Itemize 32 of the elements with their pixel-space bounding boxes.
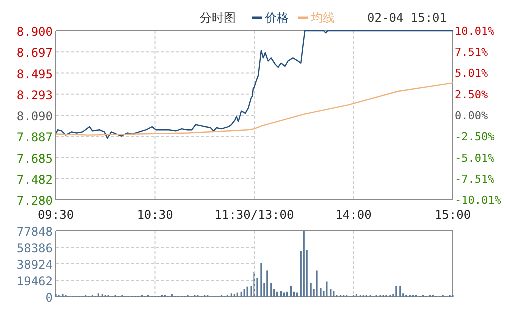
text: -5.01%: [455, 152, 495, 165]
text: 10.01%: [455, 25, 495, 38]
chart-title: 分时图: [200, 11, 236, 25]
y-tick-label: 58386: [16, 242, 53, 256]
y-tick-label: 38924: [16, 258, 53, 272]
y-tick-label: 0: [46, 291, 53, 305]
x-tick-label: 14:00: [336, 208, 372, 222]
y-tick-label: 7.887: [16, 130, 53, 145]
text: -10.01%: [455, 194, 502, 207]
y-tick-label: 8.900: [16, 25, 53, 39]
y-tick-label: 77848: [16, 225, 53, 239]
x-tick-label: 15:00: [434, 208, 472, 222]
x-tick-label: 09:30: [38, 208, 74, 222]
text: 2.50%: [455, 88, 488, 102]
y-tick-label: 7.482: [16, 172, 53, 187]
y-tick-label: 8.495: [16, 67, 53, 82]
legend-label: 均线: [310, 11, 335, 25]
y-tick-label: 19462: [16, 274, 53, 288]
text: 5.01%: [455, 67, 488, 80]
text: 02-04 15:01: [368, 11, 447, 25]
legend-label: 价格: [264, 11, 289, 25]
y-tick-label: 7.280: [16, 194, 53, 208]
text: -7.51%: [455, 172, 495, 186]
y-tick-label: 7.685: [16, 152, 53, 166]
y-tick-label: 8.090: [16, 110, 53, 124]
y-tick-label: 8.697: [16, 46, 53, 60]
x-tick-label: 10:30: [137, 208, 174, 222]
text: 7.51%: [455, 46, 488, 60]
y-tick-label: 8.293: [16, 88, 53, 102]
text: 0.00%: [455, 110, 488, 122]
x-tick-label: 11:30/13:00: [214, 208, 294, 222]
text: -2.50%: [455, 130, 495, 144]
